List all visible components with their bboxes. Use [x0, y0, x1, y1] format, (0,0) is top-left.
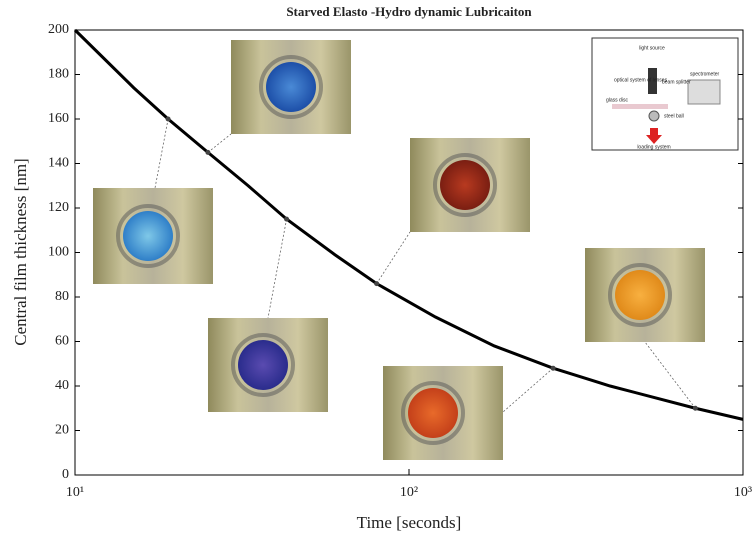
leader-line — [267, 219, 287, 319]
y-axis-label: Central film thickness [nm] — [11, 158, 30, 345]
leader-line — [644, 341, 696, 409]
x-tick-label: 10³ — [734, 485, 752, 500]
leader-line — [154, 118, 169, 189]
y-tick-label: 120 — [48, 200, 69, 215]
point — [205, 149, 211, 155]
photo — [410, 138, 530, 232]
photo — [585, 248, 705, 342]
inset-label: loading system — [637, 144, 670, 150]
inset-label: steel ball — [664, 113, 684, 119]
y-tick-label: 60 — [55, 334, 69, 349]
y-tick-label: 0 — [62, 467, 69, 482]
photos — [93, 40, 705, 460]
point — [550, 365, 556, 371]
x-axis-label: Time [seconds] — [357, 513, 462, 532]
inset-label: light source — [639, 45, 665, 51]
y-tick-label: 80 — [55, 289, 69, 304]
photo — [383, 366, 503, 460]
y-tick-label: 100 — [48, 245, 69, 260]
line — [73, 28, 744, 421]
leader-line — [502, 367, 554, 413]
leader-line — [376, 231, 411, 284]
y-tick-label: 40 — [55, 378, 69, 393]
photo — [231, 40, 351, 134]
x-tick-label: 10¹ — [66, 485, 84, 500]
point — [165, 116, 171, 122]
photo — [208, 318, 328, 412]
y-tick-label: 180 — [48, 67, 69, 82]
y-tick-label: 160 — [48, 111, 69, 126]
x-tick-label: 10² — [400, 485, 418, 500]
inset: light source optical system of lenses be… — [591, 37, 739, 151]
photo — [93, 188, 213, 284]
y-tick-label: 200 — [48, 22, 69, 37]
leader-lines — [154, 118, 696, 413]
point — [692, 405, 698, 411]
inset-label: glass disc — [606, 97, 628, 103]
inset-label: beam splitter — [662, 79, 691, 85]
inset-label: spectrometer — [690, 71, 720, 77]
y-tick-label: 140 — [48, 156, 69, 171]
point — [284, 216, 290, 222]
leader-line — [207, 133, 232, 153]
inset-label: optical system of lenses — [614, 77, 668, 83]
y-tick-label: 20 — [55, 423, 69, 438]
chart-title: Starved Elasto -Hydro dynamic Lubricaito… — [286, 4, 532, 19]
point — [374, 281, 380, 287]
